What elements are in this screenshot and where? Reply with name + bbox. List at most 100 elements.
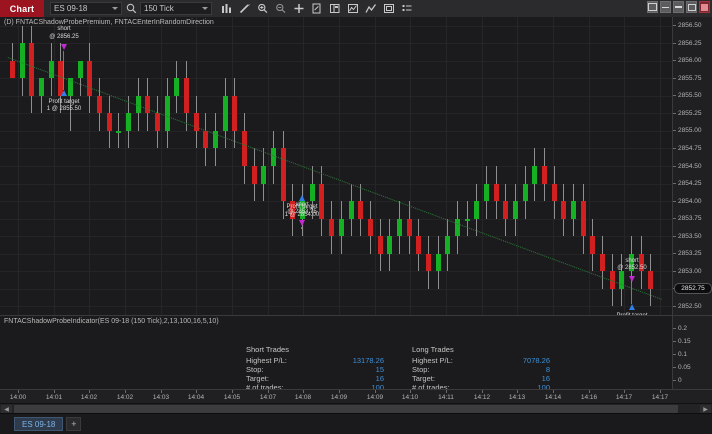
time-tick: 14:00 bbox=[9, 394, 27, 401]
candlestick bbox=[464, 17, 470, 315]
restore-down-button[interactable] bbox=[647, 1, 658, 13]
bar-type-icon[interactable] bbox=[218, 0, 236, 17]
search-icon[interactable] bbox=[122, 0, 140, 17]
indicator-panel[interactable]: FNTACShadowProbeIndicator(ES 09-18 (150 … bbox=[0, 315, 672, 390]
price-tick: 2854.00 bbox=[673, 196, 712, 206]
drawing-tools-icon[interactable] bbox=[236, 0, 254, 17]
horizontal-scrollbar[interactable]: ◀ ▶ bbox=[0, 403, 712, 414]
candle-body bbox=[503, 201, 509, 219]
price-plot[interactable]: (D) FNTACShadowProbePremium, FNTACEnterI… bbox=[0, 17, 672, 315]
tick-dash bbox=[673, 328, 676, 329]
tab-es-09-18[interactable]: ES 09-18 bbox=[14, 417, 64, 431]
grid-line bbox=[0, 184, 672, 185]
indicator-tick: 0.05 bbox=[673, 363, 712, 372]
grid-line bbox=[0, 289, 672, 290]
candle-body bbox=[454, 218, 460, 237]
time-tick: 14:10 bbox=[401, 394, 419, 401]
candle-body bbox=[570, 201, 576, 219]
grid-line bbox=[446, 17, 447, 315]
grid-line bbox=[196, 17, 197, 315]
grid-line bbox=[0, 96, 672, 97]
candlestick bbox=[619, 17, 625, 315]
candlestick bbox=[48, 17, 54, 315]
tick-dash bbox=[673, 77, 676, 79]
tick-dash bbox=[673, 253, 676, 255]
candle-body bbox=[280, 148, 286, 202]
scroll-left-arrow[interactable]: ◀ bbox=[1, 405, 12, 413]
time-tick: 14:12 bbox=[473, 394, 491, 401]
price-axis[interactable]: 2856.50 2856.25 2856.00 2855.75 2855.50 2855.… bbox=[672, 17, 712, 315]
entry-action: short bbox=[295, 201, 309, 208]
maximize-button[interactable] bbox=[673, 1, 684, 13]
zoom-in-icon[interactable] bbox=[254, 0, 272, 17]
stat-key: Target: bbox=[246, 373, 269, 383]
period-selector[interactable]: 150 Tick bbox=[140, 2, 212, 15]
entry-action: short bbox=[625, 257, 639, 264]
grid-line bbox=[375, 17, 376, 315]
instrument-selector[interactable]: ES 09-18 bbox=[50, 2, 122, 15]
properties-icon[interactable] bbox=[380, 0, 398, 17]
candle-body bbox=[435, 253, 441, 272]
candle-body bbox=[396, 218, 402, 237]
candlestick bbox=[68, 17, 74, 315]
grid-line bbox=[54, 17, 55, 315]
time-tick-mark bbox=[375, 390, 376, 393]
candlestick bbox=[358, 17, 364, 315]
candlestick bbox=[145, 17, 151, 315]
stat-key: Highest P/L: bbox=[246, 355, 287, 365]
price-tick: 2856.50 bbox=[673, 21, 712, 31]
crosshair-icon[interactable] bbox=[290, 0, 308, 17]
candle-body bbox=[271, 148, 277, 166]
candle-body bbox=[416, 236, 422, 254]
minimize-button[interactable] bbox=[660, 1, 671, 13]
candle-body bbox=[29, 43, 35, 96]
trade-entry-label: short @ 2852.50 bbox=[612, 258, 652, 273]
strategy-stats: Short Trades Highest P/L: 13178.26 Stop: 15… bbox=[246, 345, 550, 392]
candle-body bbox=[10, 60, 15, 79]
candle-body bbox=[561, 201, 567, 219]
candle-body bbox=[648, 271, 654, 289]
time-tick: 14:17 bbox=[615, 394, 633, 401]
short-entry-arrow-icon bbox=[61, 44, 67, 51]
candlestick bbox=[19, 17, 25, 315]
candlestick bbox=[164, 17, 170, 315]
indicator-axis: 0.2 0.15 0.1 0.05 0 bbox=[672, 315, 712, 390]
candle-wick bbox=[79, 60, 81, 96]
indicators-icon[interactable] bbox=[344, 0, 362, 17]
candlestick bbox=[435, 17, 441, 315]
window-tile-button[interactable] bbox=[686, 1, 697, 13]
stat-row: # of trades: 100 bbox=[246, 383, 384, 392]
new-chart-icon[interactable] bbox=[308, 0, 326, 17]
close-button[interactable] bbox=[699, 1, 710, 13]
chart-menu-button[interactable]: Chart bbox=[0, 0, 44, 17]
strategies-icon[interactable] bbox=[362, 0, 380, 17]
scroll-right-arrow[interactable]: ▶ bbox=[700, 405, 711, 413]
grid-line bbox=[0, 78, 672, 79]
candlestick bbox=[599, 17, 605, 315]
time-tick: 14:13 bbox=[508, 394, 526, 401]
time-tick: 14:08 bbox=[294, 394, 312, 401]
long-trades-title: Long Trades bbox=[412, 345, 454, 354]
candle-wick bbox=[466, 201, 468, 237]
candlestick bbox=[445, 17, 451, 315]
candle-body bbox=[387, 236, 393, 254]
price-tick: 2853.00 bbox=[673, 266, 712, 276]
time-axis[interactable]: 14:00 14:01 14:02 14:02 14:03 14:04 14:05 14:07… bbox=[0, 389, 712, 404]
add-tab-button[interactable]: + bbox=[66, 417, 82, 431]
candle-wick bbox=[118, 113, 120, 149]
scrollbar-thumb[interactable] bbox=[14, 405, 678, 413]
data-series-icon[interactable] bbox=[326, 0, 344, 17]
time-tick-mark bbox=[196, 390, 197, 393]
candlestick bbox=[174, 17, 180, 315]
candlestick bbox=[425, 17, 431, 315]
trade-exit-label: Profit target 1 @ 2854.00 bbox=[276, 204, 328, 219]
price-tick: 2853.50 bbox=[673, 231, 712, 241]
candle-body bbox=[309, 183, 315, 202]
list-icon[interactable] bbox=[398, 0, 416, 17]
trade-connector-line bbox=[301, 226, 302, 229]
candlestick bbox=[77, 17, 83, 315]
trade-entry-label: short @ 2853.75 bbox=[282, 202, 322, 217]
stat-key: Highest P/L: bbox=[412, 355, 453, 365]
zoom-out-icon[interactable] bbox=[272, 0, 290, 17]
price-tick: 2852.50 bbox=[673, 301, 712, 311]
